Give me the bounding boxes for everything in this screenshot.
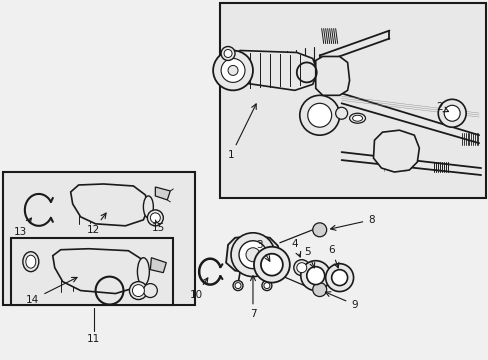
- Circle shape: [443, 105, 459, 121]
- Circle shape: [245, 248, 260, 262]
- Circle shape: [143, 284, 157, 298]
- Text: 15: 15: [151, 220, 164, 233]
- Circle shape: [221, 46, 235, 60]
- Circle shape: [132, 285, 144, 297]
- Circle shape: [312, 223, 326, 237]
- Text: 6: 6: [327, 245, 338, 268]
- Circle shape: [227, 66, 238, 75]
- Circle shape: [296, 263, 306, 273]
- Text: 2: 2: [435, 102, 447, 112]
- Circle shape: [306, 267, 324, 285]
- Ellipse shape: [143, 196, 153, 218]
- Ellipse shape: [349, 113, 365, 123]
- Circle shape: [230, 233, 274, 276]
- Circle shape: [335, 107, 347, 119]
- Circle shape: [235, 283, 241, 289]
- Circle shape: [233, 280, 243, 291]
- Circle shape: [262, 280, 271, 291]
- Circle shape: [239, 241, 266, 269]
- Polygon shape: [71, 184, 148, 226]
- Ellipse shape: [137, 258, 149, 285]
- Text: 4: 4: [291, 239, 300, 257]
- Bar: [220, 3, 485, 198]
- Text: 13: 13: [14, 218, 31, 237]
- Text: 11: 11: [87, 334, 100, 345]
- Circle shape: [264, 283, 269, 289]
- Text: 1: 1: [227, 104, 256, 160]
- Circle shape: [147, 210, 163, 226]
- Text: 5: 5: [304, 247, 314, 268]
- Circle shape: [325, 264, 353, 292]
- Circle shape: [300, 261, 330, 291]
- Circle shape: [213, 50, 252, 90]
- Text: 8: 8: [330, 215, 374, 230]
- Text: 9: 9: [325, 292, 357, 310]
- Circle shape: [224, 50, 232, 58]
- Circle shape: [253, 247, 289, 283]
- Circle shape: [331, 270, 347, 285]
- Circle shape: [221, 58, 244, 82]
- Polygon shape: [315, 57, 349, 95]
- Text: 12: 12: [87, 213, 106, 235]
- Ellipse shape: [23, 252, 39, 272]
- Circle shape: [307, 103, 331, 127]
- Ellipse shape: [26, 255, 36, 268]
- Polygon shape: [155, 187, 170, 200]
- Ellipse shape: [352, 115, 362, 121]
- Polygon shape: [229, 50, 317, 90]
- Polygon shape: [150, 258, 166, 273]
- Circle shape: [261, 254, 282, 276]
- Text: 14: 14: [26, 278, 77, 305]
- Polygon shape: [373, 130, 419, 172]
- Text: 7: 7: [249, 276, 256, 319]
- Text: 3: 3: [256, 240, 269, 261]
- Bar: [11, 238, 173, 305]
- Circle shape: [129, 282, 147, 300]
- Bar: [3, 172, 195, 305]
- Circle shape: [293, 260, 309, 276]
- Circle shape: [437, 99, 465, 127]
- Text: 10: 10: [189, 278, 207, 300]
- Circle shape: [312, 283, 326, 297]
- Circle shape: [299, 95, 339, 135]
- Polygon shape: [225, 236, 279, 273]
- Circle shape: [150, 213, 160, 223]
- Polygon shape: [53, 249, 145, 293]
